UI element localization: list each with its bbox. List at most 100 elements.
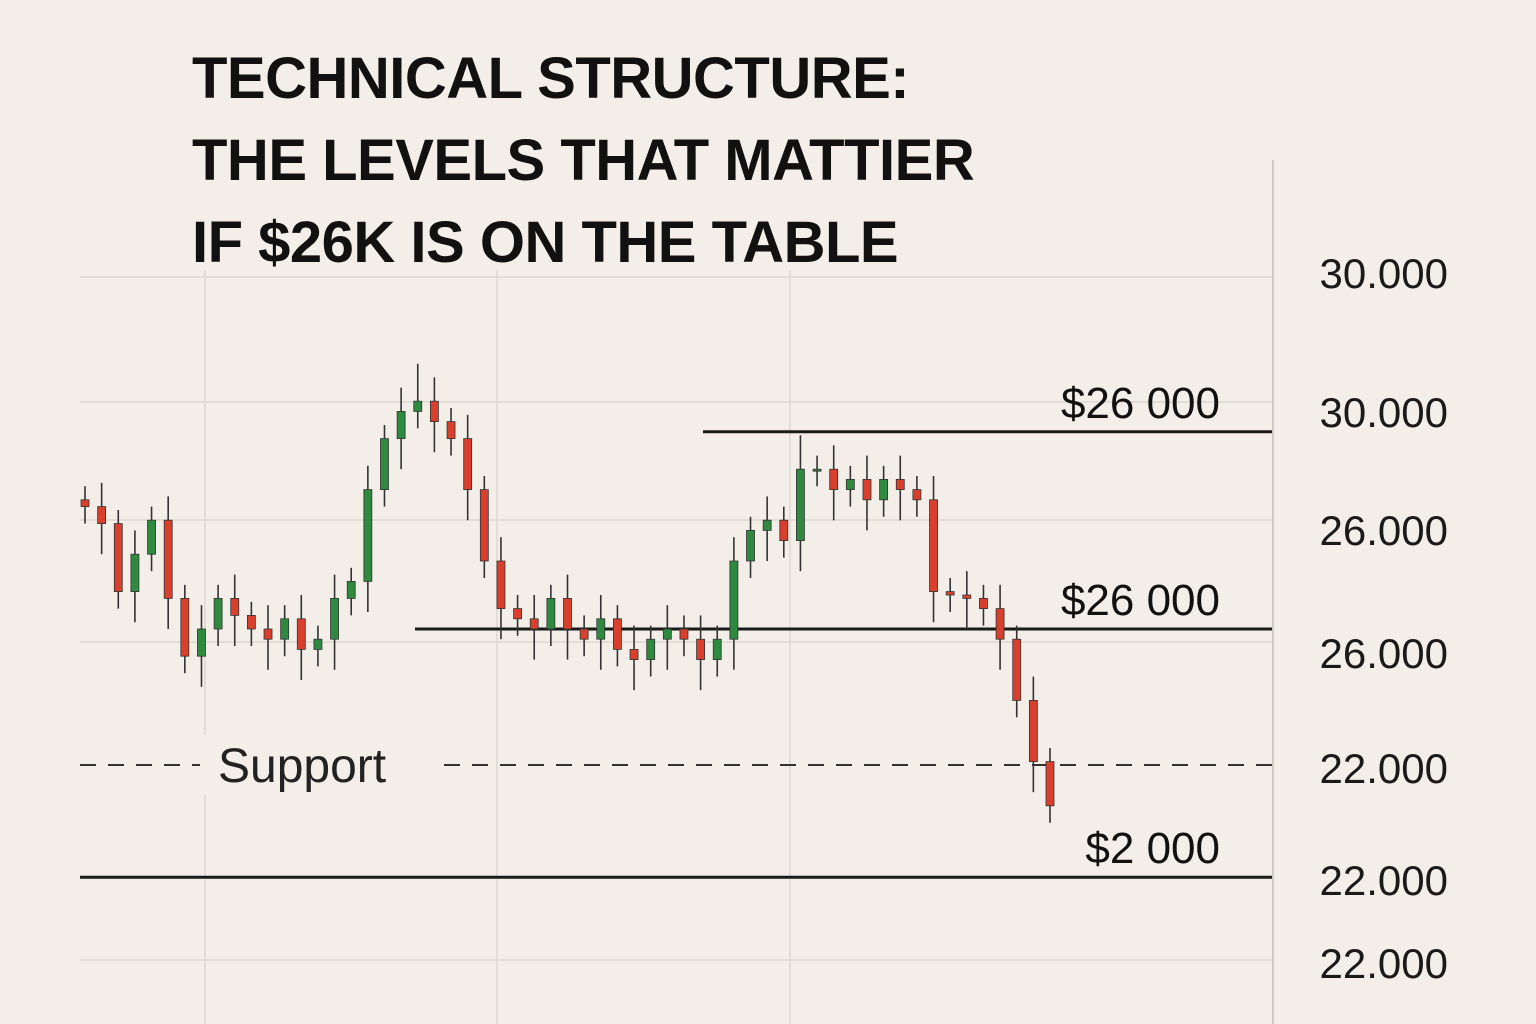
candle (313, 625, 323, 667)
candle (263, 605, 273, 670)
candle (479, 476, 489, 578)
level-label: $26 000 (1061, 576, 1220, 625)
candle (1045, 748, 1055, 823)
chart-title: IF $26K IS ON THE TABLE (192, 210, 898, 275)
chart-title: TECHNICAL STRUCTURE: (192, 46, 909, 111)
candle-body (646, 638, 656, 661)
candle-body (995, 608, 1005, 640)
candle-body (929, 499, 938, 592)
candle-body (197, 628, 206, 657)
candle-body (579, 628, 589, 640)
candle (380, 425, 389, 507)
candle (829, 445, 839, 521)
candle (513, 595, 522, 636)
candle (280, 605, 290, 657)
candle (945, 578, 955, 612)
candle-body (463, 438, 473, 491)
candle-body (1028, 700, 1038, 763)
candle-body (163, 519, 173, 599)
candle (796, 435, 805, 572)
candle-body (213, 598, 223, 630)
candle-body (479, 489, 489, 562)
candle-body (662, 628, 672, 640)
candle-body (529, 618, 539, 630)
grid (80, 160, 1274, 1024)
candle-body (679, 628, 689, 640)
candle-body (280, 618, 290, 640)
candle (113, 510, 123, 609)
candle-body (1012, 638, 1022, 701)
candle (596, 595, 606, 670)
y-axis-label: 30.000 (1320, 250, 1448, 297)
candle (629, 625, 639, 691)
candle (712, 625, 722, 677)
candle (80, 486, 90, 524)
candle (779, 506, 789, 558)
candle-body (945, 591, 955, 596)
candle (1028, 676, 1038, 793)
candle (696, 615, 706, 691)
candle-body (429, 400, 439, 423)
chart-title: THE LEVELS THAT MATTIER (192, 128, 974, 193)
candle (662, 605, 672, 670)
candle (979, 584, 988, 626)
candle-body (729, 560, 739, 640)
candle-body (396, 410, 406, 439)
candle (762, 496, 772, 561)
candle (613, 605, 622, 667)
candle (413, 363, 423, 429)
candle (546, 584, 556, 646)
candle-body (296, 618, 306, 650)
candle-body (346, 581, 356, 599)
candle (995, 584, 1005, 670)
candle (729, 537, 739, 670)
y-axis-label: 22.000 (1320, 745, 1448, 792)
candle (246, 601, 256, 646)
candle (929, 476, 938, 623)
candle-body (762, 519, 772, 531)
candle (812, 455, 822, 487)
candle-body (845, 478, 855, 490)
candle-body (1045, 761, 1055, 807)
candle (396, 387, 406, 470)
candle (845, 465, 855, 507)
candle (130, 530, 140, 623)
candle (862, 455, 872, 531)
candle (962, 571, 972, 629)
candle-body (446, 421, 456, 440)
candle-body (829, 468, 839, 491)
candle-body (895, 478, 905, 490)
candle (496, 537, 506, 640)
candle-body (596, 618, 606, 640)
candle (746, 516, 755, 578)
candle-body (862, 478, 872, 501)
candle-body (563, 598, 572, 630)
candle-body (413, 400, 423, 412)
candle (529, 595, 539, 660)
candle (679, 615, 689, 657)
candle-body (97, 506, 107, 525)
y-axis-label: 26.000 (1320, 630, 1448, 677)
candle-body (629, 649, 639, 661)
y-axis-label: 26.000 (1320, 507, 1448, 554)
candle (912, 476, 922, 517)
y-axis-label: 30.000 (1320, 389, 1448, 436)
candle (180, 584, 190, 674)
y-axis-label: 22.000 (1320, 857, 1448, 904)
candle-body (147, 519, 156, 555)
candle-body (779, 519, 789, 542)
candle-body (130, 553, 140, 593)
candle-body (246, 615, 256, 630)
candle-body (363, 489, 373, 582)
level-label: $26 000 (1061, 379, 1220, 428)
candle (646, 625, 656, 677)
candle-body (879, 478, 889, 501)
candle-body (180, 598, 190, 657)
candle (330, 574, 339, 670)
candle-body (696, 638, 706, 661)
candle-body (796, 468, 805, 542)
candle-body (313, 638, 323, 650)
